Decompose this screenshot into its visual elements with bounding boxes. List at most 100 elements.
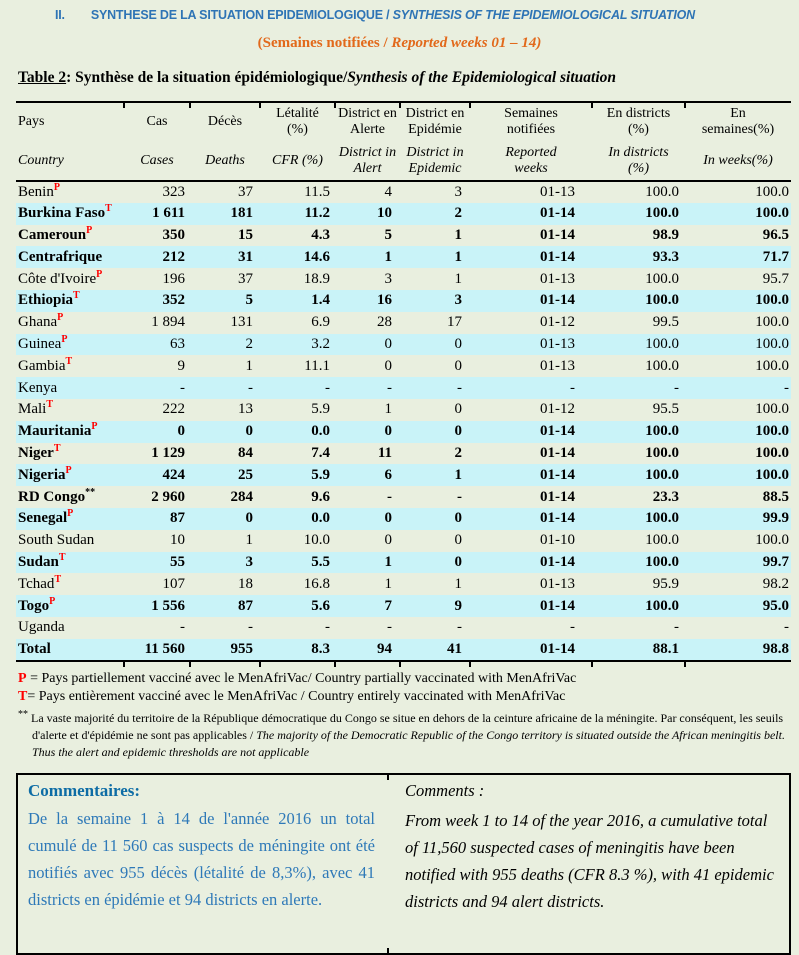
- value-cell-col-cas: 424: [162, 466, 186, 483]
- value-cell-col-cfr: -: [325, 619, 330, 636]
- column-header-col-dec: Décès Deaths: [189, 101, 260, 182]
- value-cell-col-di: 100.0: [645, 510, 679, 527]
- value-cell-col-al: 4: [384, 183, 393, 200]
- value-cell-col-cfr: 3.2: [311, 335, 330, 352]
- value-cell-col-cas: 1 611: [152, 205, 185, 222]
- value-cell-col-wk: 01-14: [540, 205, 575, 222]
- value-cell-col-al: 1: [384, 401, 393, 418]
- value-cell-col-cfr: 11.2: [304, 205, 330, 222]
- table-caption-label: Table 2: [18, 69, 67, 86]
- value-cell-col-wk: 01-10: [540, 532, 575, 549]
- country-cell: NigeriaP: [18, 464, 72, 483]
- value-cell-col-cfr: 0.0: [311, 423, 330, 440]
- section-title-en: SYNTHESIS OF THE EPIDEMIOLOGICAL SITUATI…: [392, 8, 695, 22]
- value-cell-col-cfr: 14.6: [303, 248, 330, 265]
- value-cell-col-cas: 2 960: [151, 488, 185, 505]
- column-header-col-cfr: Létalité (%) CFR (%): [259, 101, 335, 182]
- value-cell-col-cfr: 10.0: [303, 532, 330, 549]
- table-row: CamerounP 350 15 4.3 5 1 01-14 98.9 96.5: [16, 225, 791, 247]
- value-cell-col-di: 100.0: [645, 532, 679, 549]
- value-cell-col-cfr: 7.4: [311, 444, 330, 461]
- value-cell-col-cfr: 16.8: [303, 575, 330, 592]
- subtitle-en: Reported weeks 01 – 14): [391, 35, 542, 51]
- country-cell: NigerT: [18, 442, 61, 461]
- section-numeral: II.: [55, 8, 65, 22]
- value-cell-col-ep: 0: [454, 335, 463, 352]
- value-cell-col-wp: 100.0: [755, 532, 789, 549]
- value-cell-col-wp: 100.0: [755, 314, 789, 331]
- value-cell-col-wp: 100.0: [755, 335, 789, 352]
- value-cell-col-cas: 323: [162, 183, 186, 200]
- value-cell-col-al: -: [387, 379, 392, 396]
- value-cell-col-wk: 01-13: [540, 335, 575, 352]
- value-cell-col-ep: -: [457, 488, 462, 505]
- value-cell-col-wk: 01-13: [540, 357, 575, 374]
- value-cell-col-dec: 84: [238, 444, 253, 461]
- column-header-col-wp: En semaines(%) In weeks(%): [684, 101, 791, 182]
- value-cell-col-cfr: 8.3: [259, 638, 335, 667]
- value-cell-col-wp: 98.2: [762, 575, 789, 592]
- value-cell-col-dec: 31: [238, 248, 253, 265]
- table-row: NigeriaP 424 25 5.9 6 1 01-14 100.0 100.0: [16, 464, 791, 487]
- value-cell-col-wk: 01-13: [540, 575, 575, 592]
- value-cell-col-wk: 01-14: [540, 423, 575, 440]
- value-cell-col-al: 3: [384, 270, 393, 287]
- country-cell: Centrafrique: [18, 248, 103, 265]
- vaccination-mark: T: [46, 399, 54, 411]
- value-cell-col-wp: 95.0: [762, 597, 789, 614]
- table-row: TogoP 1 556 87 5.6 7 9 01-14 100.0 95.0: [16, 595, 791, 617]
- value-cell-col-cfr: 6.9: [311, 314, 330, 331]
- value-cell-col-ep: 17: [447, 314, 462, 331]
- section-title-fr: SYNTHESE DE LA SITUATION EPIDEMIOLOGIQUE…: [90, 8, 393, 22]
- table-caption-fr: : Synthèse de la situation épidémiologiq…: [66, 69, 348, 86]
- value-cell-col-wk: 01-14: [540, 597, 575, 614]
- vaccination-mark: T: [58, 551, 66, 563]
- value-cell-col-di: 100.0: [645, 357, 679, 374]
- country-cell: MaliT: [18, 399, 54, 418]
- value-cell-col-dec: 0: [245, 510, 254, 527]
- value-cell-col-cas: 212: [162, 248, 186, 265]
- subtitle-fr: (Semaines notifiées /: [257, 35, 392, 51]
- table-row: Côte d'IvoireP 196 37 18.9 3 1 01-13 100.0 95.7: [16, 268, 791, 290]
- value-cell-col-dec: 181: [230, 205, 254, 222]
- table-row: SenegalP 87 0 0.0 0 0 01-14 100.0 99.9: [16, 507, 791, 530]
- value-cell-col-cfr: 4.3: [311, 226, 330, 243]
- value-cell-col-wp: 99.7: [762, 553, 789, 570]
- value-cell-col-ep: 3: [454, 183, 463, 200]
- value-cell-col-cfr: 5.9: [311, 401, 330, 418]
- table-row: SudanT 55 3 5.5 1 0 01-14 100.0 99.7: [16, 551, 791, 574]
- value-cell-col-di: 100.0: [645, 444, 679, 461]
- value-cell-col-dec: 13: [238, 401, 253, 418]
- section-title: II. SYNTHESE DE LA SITUATION EPIDEMIOLOGI…: [0, 0, 799, 22]
- value-cell-col-cfr: 5.6: [311, 597, 330, 614]
- value-cell-col-al: 0: [384, 532, 393, 549]
- vaccination-mark: P: [96, 268, 103, 280]
- value-cell-col-wp: 98.8: [684, 638, 791, 667]
- value-cell-col-cfr: 5.5: [311, 553, 330, 570]
- vaccination-mark: T: [105, 203, 112, 215]
- table-row: NigerT 1 129 84 7.4 11 2 01-14 100.0 100.0: [16, 443, 791, 465]
- value-cell-col-wk: 01-14: [540, 510, 575, 527]
- value-cell-col-cas: 196: [162, 270, 186, 287]
- country-cell: Total: [16, 638, 124, 662]
- value-cell-col-ep: 0: [454, 357, 463, 374]
- table-caption-en: Synthesis of the Epidemiological situati…: [347, 69, 616, 86]
- value-cell-col-wk: 01-14: [540, 553, 575, 570]
- vaccination-mark: T: [53, 442, 61, 454]
- comments-english-heading: Comments :: [405, 781, 485, 801]
- vaccination-mark: P: [49, 595, 56, 607]
- value-cell-col-ep: 1: [454, 270, 463, 287]
- value-cell-col-dec: -: [248, 619, 253, 636]
- value-cell-col-dec: 131: [230, 314, 254, 331]
- value-cell-col-wp: 100.0: [755, 466, 789, 483]
- value-cell-col-wk: 01-14: [540, 226, 575, 243]
- value-cell-col-ep: 2: [454, 444, 463, 461]
- value-cell-col-wk: -: [570, 379, 575, 396]
- value-cell-col-al: 94: [334, 638, 400, 667]
- country-cell: GuineaP: [18, 333, 68, 352]
- country-cell: CamerounP: [18, 224, 93, 243]
- footnote-p-mark: P: [18, 670, 27, 686]
- vaccination-mark: P: [57, 312, 64, 324]
- value-cell-col-dec: 87: [238, 597, 253, 614]
- value-cell-col-dec: 1: [245, 357, 254, 374]
